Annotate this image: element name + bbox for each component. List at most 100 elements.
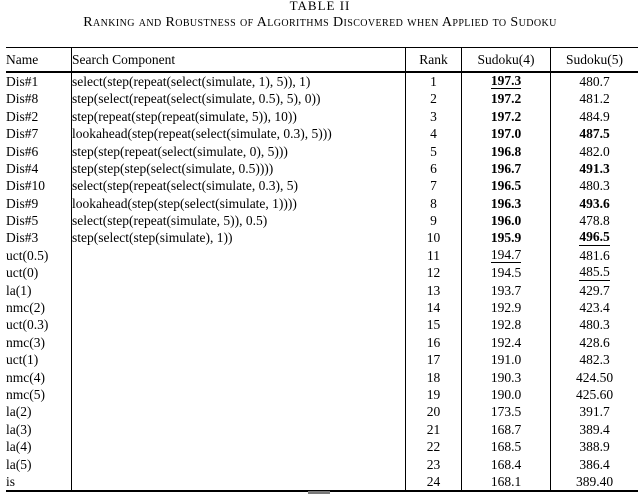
rank-cell: 18 bbox=[405, 368, 462, 387]
component-cell bbox=[71, 420, 406, 439]
sudoku5-cell: 478.8 bbox=[550, 212, 638, 230]
sudoku4-cell: 197.2 bbox=[461, 107, 551, 126]
name-cell: la(4) bbox=[6, 439, 32, 455]
sudoku5-cell: 424.50 bbox=[550, 368, 638, 387]
sudoku5-cell: 386.4 bbox=[550, 455, 638, 473]
table-row: Dis#9 lookahead(step(step(select(simulate… bbox=[6, 194, 638, 213]
sudoku4-cell: 196.3 bbox=[461, 194, 551, 213]
col-header-sudoku4: Sudoku(4) bbox=[461, 47, 551, 73]
sudoku5-cell: 493.6 bbox=[550, 194, 638, 213]
sudoku5-cell: 425.60 bbox=[550, 386, 638, 404]
col-header-name: Name bbox=[6, 47, 72, 73]
rank-cell: 17 bbox=[405, 351, 462, 369]
name-cell: is bbox=[6, 473, 16, 489]
sudoku5-cell: 480.3 bbox=[550, 177, 638, 195]
sudoku4-cell: 192.8 bbox=[461, 316, 551, 334]
component-cell: step(select(repeat(select(simulate, 0.5)… bbox=[71, 90, 406, 108]
name-cell: la(1) bbox=[6, 282, 32, 298]
table-row: uct(0.5) 11 194.7 481.6 bbox=[6, 246, 638, 265]
rank-cell: 9 bbox=[405, 212, 462, 230]
sudoku5-cell: 389.4 bbox=[550, 420, 638, 439]
table-row: nmc(2) 14 192.9 423.4 bbox=[6, 299, 638, 317]
sudoku4-cell: 194.5 bbox=[461, 264, 551, 282]
name-cell: nmc(5) bbox=[6, 386, 45, 402]
name-cell: uct(0.3) bbox=[6, 317, 49, 333]
table-row: Dis#6 step(step(repeat(select(simulate, 0… bbox=[6, 142, 638, 160]
sudoku5-cell: 482.3 bbox=[550, 351, 638, 369]
table-caption: Ranking and Robustness of Algorithms Dis… bbox=[83, 15, 557, 30]
component-cell bbox=[71, 403, 406, 421]
name-cell: la(3) bbox=[6, 421, 32, 437]
name-cell: Dis#8 bbox=[6, 91, 39, 107]
component-cell: select(step(repeat(select(simulate, 0.3)… bbox=[71, 177, 406, 195]
rank-cell: 11 bbox=[405, 246, 462, 265]
sudoku4-cell: 195.9 bbox=[461, 229, 551, 247]
sudoku4-cell: 192.9 bbox=[461, 299, 551, 317]
name-cell: Dis#4 bbox=[6, 160, 39, 176]
table-row: nmc(5) 19 190.0 425.60 bbox=[6, 386, 638, 404]
component-cell bbox=[71, 386, 406, 404]
rank-cell: 7 bbox=[405, 177, 462, 195]
sudoku4-cell: 196.5 bbox=[461, 177, 551, 195]
sudoku5-cell: 482.0 bbox=[550, 142, 638, 160]
ranking-table: Name Search Component Rank Sudoku(4) Sud… bbox=[6, 47, 638, 493]
table-row: Dis#1 select(step(repeat(select(simulate,… bbox=[6, 72, 638, 91]
name-cell: uct(0) bbox=[6, 265, 39, 281]
component-cell: lookahead(step(repeat(select(simulate, 0… bbox=[71, 125, 406, 143]
sudoku5-cell: 481.6 bbox=[550, 246, 638, 265]
rank-cell: 23 bbox=[405, 455, 462, 473]
col-header-sudoku5: Sudoku(5) bbox=[550, 47, 638, 73]
rank-cell: 1 bbox=[405, 72, 462, 91]
name-cell: nmc(2) bbox=[6, 300, 45, 316]
component-cell bbox=[71, 368, 406, 387]
name-cell: Dis#3 bbox=[6, 230, 39, 246]
sudoku5-cell: 484.9 bbox=[550, 107, 638, 126]
table-row: uct(0) 12 194.5 485.5 bbox=[6, 264, 638, 282]
table-row: Dis#10 select(step(repeat(select(simulate… bbox=[6, 177, 638, 195]
sudoku5-cell: 428.6 bbox=[550, 333, 638, 352]
table-title-block: TABLE II Ranking and Robustness of Algor… bbox=[0, 0, 640, 31]
component-cell bbox=[71, 264, 406, 282]
cropped-next-table-top bbox=[308, 491, 330, 494]
component-cell bbox=[71, 472, 406, 492]
table-row: la(5) 23 168.4 386.4 bbox=[6, 455, 638, 473]
sudoku4-cell: 196.8 bbox=[461, 142, 551, 160]
component-cell bbox=[71, 281, 406, 300]
name-cell: Dis#10 bbox=[6, 178, 46, 194]
sudoku5-cell: 496.5 bbox=[550, 229, 638, 247]
sudoku5-cell: 481.2 bbox=[550, 90, 638, 108]
sudoku4-cell: 190.3 bbox=[461, 368, 551, 387]
table-row: is 24 168.1 389.40 bbox=[6, 472, 638, 492]
col-header-component: Search Component bbox=[71, 47, 406, 73]
sudoku4-cell: 168.1 bbox=[461, 472, 551, 492]
sudoku4-cell: 197.2 bbox=[461, 90, 551, 108]
component-cell: select(step(repeat(select(simulate, 1), … bbox=[71, 72, 406, 91]
sudoku4-cell: 173.5 bbox=[461, 403, 551, 421]
table-row: Dis#5 select(step(repeat(simulate, 5)), 0… bbox=[6, 212, 638, 230]
rank-cell: 6 bbox=[405, 159, 462, 178]
table-row: la(3) 21 168.7 389.4 bbox=[6, 420, 638, 439]
col-header-rank: Rank bbox=[405, 47, 462, 73]
rank-cell: 3 bbox=[405, 107, 462, 126]
rank-cell: 2 bbox=[405, 90, 462, 108]
sudoku4-cell: 197.0 bbox=[461, 125, 551, 143]
table-row: uct(1) 17 191.0 482.3 bbox=[6, 351, 638, 369]
component-cell: select(step(repeat(simulate, 5)), 0.5) bbox=[71, 212, 406, 230]
component-cell: step(select(step(simulate), 1)) bbox=[71, 229, 406, 247]
rank-cell: 4 bbox=[405, 125, 462, 143]
rank-cell: 22 bbox=[405, 438, 462, 456]
table-row: Dis#8 step(select(repeat(select(simulate,… bbox=[6, 90, 638, 108]
rank-cell: 10 bbox=[405, 229, 462, 247]
table-row: uct(0.3) 15 192.8 480.3 bbox=[6, 316, 638, 334]
component-cell bbox=[71, 246, 406, 265]
sudoku5-cell: 485.5 bbox=[550, 264, 638, 282]
sudoku4-cell: 194.7 bbox=[461, 246, 551, 265]
component-cell: step(step(repeat(select(simulate, 0), 5)… bbox=[71, 142, 406, 160]
component-cell bbox=[71, 316, 406, 334]
component-cell bbox=[71, 351, 406, 369]
name-cell: nmc(4) bbox=[6, 369, 45, 385]
table-row: Dis#3 step(select(step(simulate), 1)) 10 19… bbox=[6, 229, 638, 247]
component-cell bbox=[71, 438, 406, 456]
sudoku4-cell: 193.7 bbox=[461, 281, 551, 300]
